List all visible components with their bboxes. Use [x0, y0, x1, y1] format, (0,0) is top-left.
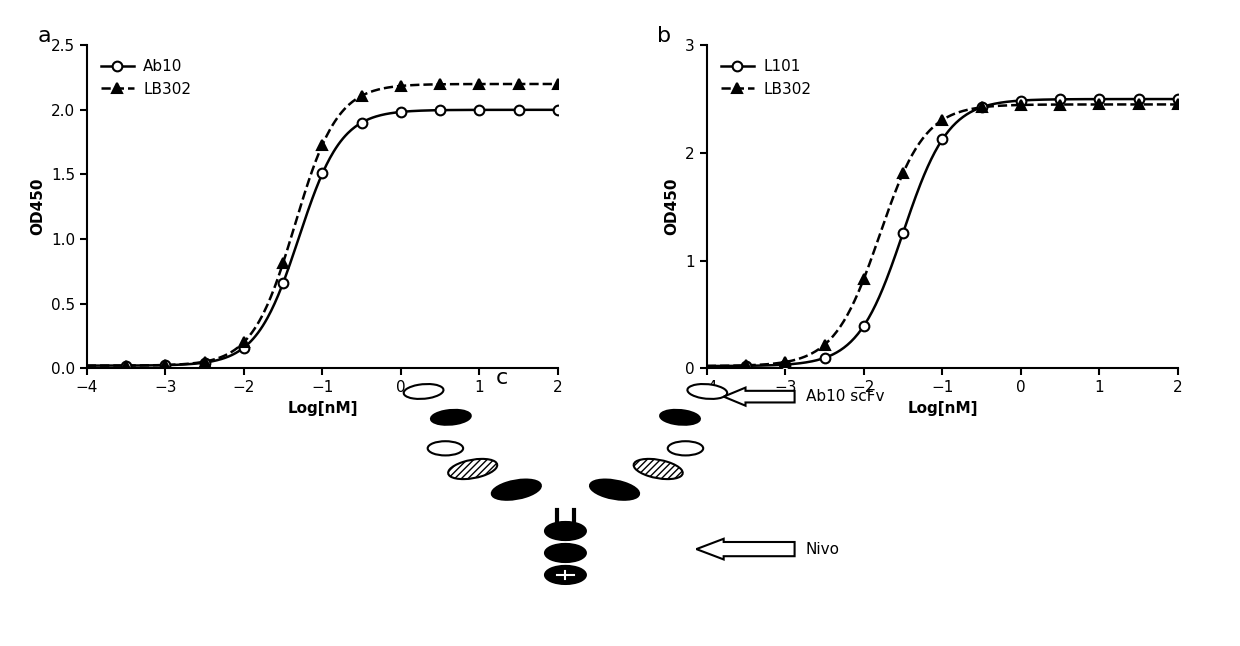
- Text: Nivo: Nivo: [806, 541, 839, 557]
- Ellipse shape: [546, 566, 587, 584]
- Ellipse shape: [590, 479, 639, 500]
- Ellipse shape: [634, 459, 683, 479]
- Text: b: b: [657, 26, 671, 46]
- Y-axis label: OD450: OD450: [665, 178, 680, 236]
- Ellipse shape: [432, 410, 471, 425]
- Ellipse shape: [660, 410, 699, 425]
- Ellipse shape: [492, 479, 541, 500]
- Text: a: a: [37, 26, 51, 46]
- Ellipse shape: [404, 384, 444, 399]
- X-axis label: Log[nM]: Log[nM]: [288, 401, 357, 415]
- Ellipse shape: [428, 441, 464, 455]
- Ellipse shape: [448, 459, 497, 479]
- FancyArrow shape: [724, 388, 795, 406]
- Ellipse shape: [687, 384, 727, 399]
- Text: c: c: [496, 368, 508, 388]
- Legend: L101, LB302: L101, LB302: [714, 53, 817, 103]
- Text: Ab10 scFv: Ab10 scFv: [806, 389, 884, 404]
- Ellipse shape: [546, 522, 587, 540]
- X-axis label: Log[nM]: Log[nM]: [908, 401, 977, 415]
- FancyArrow shape: [697, 539, 795, 559]
- Y-axis label: OD450: OD450: [30, 178, 46, 236]
- Legend: Ab10, LB302: Ab10, LB302: [94, 53, 197, 103]
- Ellipse shape: [667, 441, 703, 455]
- Ellipse shape: [546, 544, 587, 562]
